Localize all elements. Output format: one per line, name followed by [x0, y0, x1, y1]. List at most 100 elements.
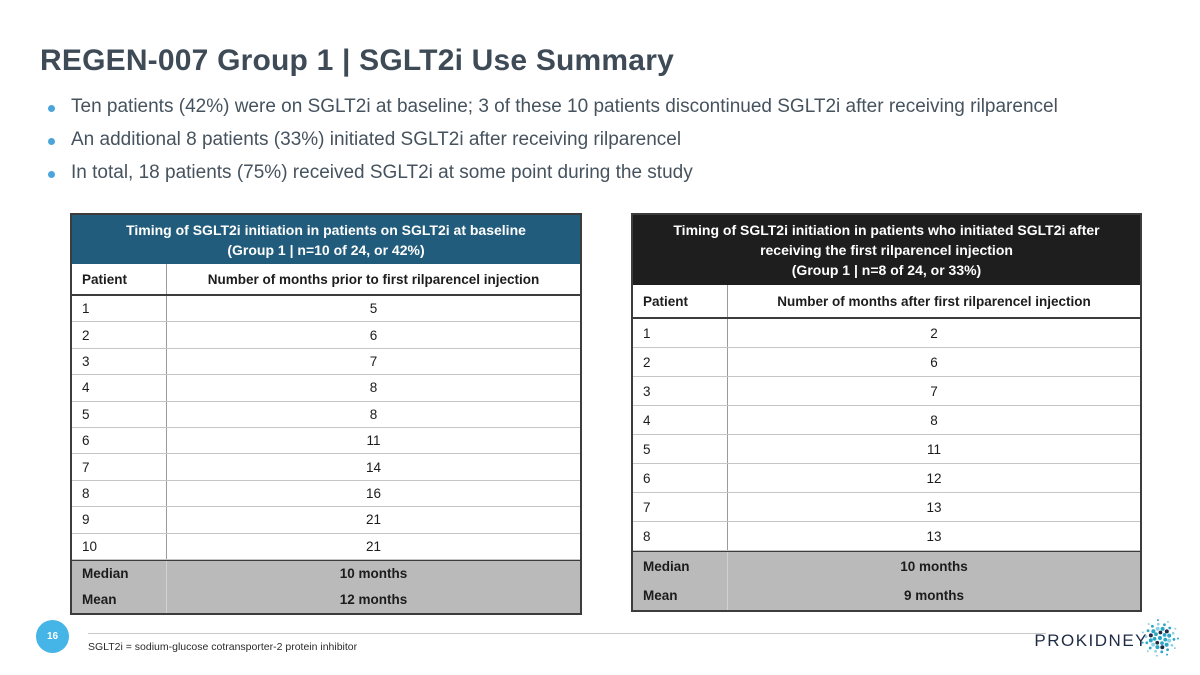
patient-cell: 7 [72, 454, 167, 480]
months-cell: 13 [926, 499, 942, 515]
table-title-line: (Group 1 | n=10 of 24, or 42%) [227, 242, 425, 258]
months-cell: 11 [366, 433, 381, 449]
table-title: Timing of SGLT2i initiation in patients … [633, 215, 1140, 285]
page-title: REGEN-007 Group 1 | SGLT2i Use Summary [40, 44, 674, 77]
table-title-line: Timing of SGLT2i initiation in patients … [126, 222, 526, 238]
summary-label: Mean [72, 586, 167, 613]
months-cell: 12 [926, 470, 942, 486]
patient-cell: 8 [633, 522, 728, 550]
baseline-sglt2i-table: Timing of SGLT2i initiation in patients … [70, 213, 582, 615]
logo-dots-icon [1141, 619, 1179, 657]
table-row: 6 12 [633, 464, 1140, 493]
summary-label: Median [72, 560, 167, 587]
table-header-row: Patient Number of months after first ril… [633, 285, 1140, 319]
column-header-months: Number of months prior to first rilparen… [207, 271, 540, 287]
bullet-dot-icon [48, 105, 55, 112]
months-cell: 11 [926, 441, 941, 457]
table-title-line: receiving the first rilparencel injectio… [760, 242, 1013, 258]
months-cell: 8 [369, 380, 378, 396]
table-title-line: Timing of SGLT2i initiation in patients … [673, 222, 1100, 238]
patient-cell: 6 [72, 427, 167, 454]
patient-cell: 7 [633, 493, 728, 521]
patient-cell: 10 [72, 533, 167, 559]
months-cell: 8 [369, 406, 378, 422]
table-row: 7 13 [633, 493, 1140, 522]
summary-label: Median [633, 552, 728, 581]
bullet-item: Ten patients (42%) were on SGLT2i at bas… [48, 96, 1168, 129]
summary-label: Mean [633, 581, 728, 610]
footnote: SGLT2i = sodium-glucose cotransporter-2 … [88, 641, 358, 653]
summary-row: Mean 9 months [633, 581, 1140, 610]
months-cell: 6 [369, 327, 378, 343]
bullet-dot-icon [48, 171, 55, 178]
summary-value: 12 months [339, 592, 408, 608]
table-row: 7 14 [72, 454, 580, 481]
months-cell: 16 [365, 485, 382, 501]
column-header-months: Number of months after first rilparencel… [777, 293, 1091, 309]
patient-cell: 2 [633, 348, 728, 376]
table-title: Timing of SGLT2i initiation in patients … [72, 215, 580, 264]
months-cell: 14 [365, 459, 382, 475]
patient-cell: 2 [72, 322, 167, 348]
table-summary: Median 10 months Mean 12 months [72, 559, 580, 613]
patient-cell: 5 [633, 435, 728, 463]
patient-cell: 3 [72, 348, 167, 375]
column-header-patient: Patient [72, 264, 167, 294]
summary-row: Mean 12 months [72, 586, 580, 613]
patient-cell: 1 [633, 319, 728, 347]
table-row: 10 21 [72, 533, 580, 560]
summary-value: 10 months [900, 559, 968, 574]
months-cell: 21 [365, 538, 382, 554]
summary-row: Median 10 months [72, 560, 580, 587]
table-summary: Median 10 months Mean 9 months [633, 551, 1140, 610]
patient-cell: 8 [72, 480, 167, 507]
prokidney-logo-text: ProKidney [1034, 625, 1148, 652]
patient-cell: 3 [633, 377, 728, 405]
prokidney-logo: ProKidney [1034, 615, 1184, 663]
months-cell: 2 [930, 325, 938, 341]
table-row: 9 21 [72, 507, 580, 534]
summary-row: Median 10 months [633, 552, 1140, 581]
table-title-line: (Group 1 | n=8 of 24, or 33%) [791, 262, 982, 278]
bullet-text: Ten patients (42%) were on SGLT2i at bas… [71, 96, 1058, 117]
table-row: 6 11 [72, 427, 580, 455]
bullet-text: In total, 18 patients (75%) received SGL… [71, 162, 693, 183]
months-cell: 7 [930, 383, 938, 399]
table-row: 8 13 [633, 522, 1140, 551]
patient-cell: 6 [633, 464, 728, 492]
page-number: 16 [46, 631, 59, 642]
patient-cell: 9 [72, 507, 167, 533]
bullet-text: An additional 8 patients (33%) initiated… [71, 129, 682, 150]
months-cell: 13 [926, 528, 942, 544]
patient-cell: 5 [72, 401, 167, 427]
post-injection-sglt2i-table: Timing of SGLT2i initiation in patients … [631, 213, 1142, 612]
months-cell: 21 [365, 512, 382, 528]
table-header-row: Patient Number of months prior to first … [72, 264, 580, 296]
months-cell: 7 [369, 353, 378, 369]
page-number-badge: 16 [36, 620, 69, 653]
bullet-item: In total, 18 patients (75%) received SGL… [48, 162, 1168, 195]
months-cell: 8 [930, 412, 938, 428]
patient-cell: 1 [72, 296, 167, 322]
summary-value: 9 months [903, 588, 964, 603]
summary-value: 10 months [339, 566, 408, 582]
bullet-item: An additional 8 patients (33%) initiated… [48, 129, 1168, 162]
table-row: 8 16 [72, 480, 580, 508]
months-cell: 6 [930, 354, 938, 370]
table-row: 5 11 [633, 435, 1140, 464]
footer-divider [88, 633, 1046, 634]
bullet-dot-icon [48, 138, 55, 145]
months-cell: 5 [369, 301, 378, 317]
patient-cell: 4 [633, 406, 728, 434]
bullet-list: Ten patients (42%) were on SGLT2i at bas… [48, 96, 1168, 195]
